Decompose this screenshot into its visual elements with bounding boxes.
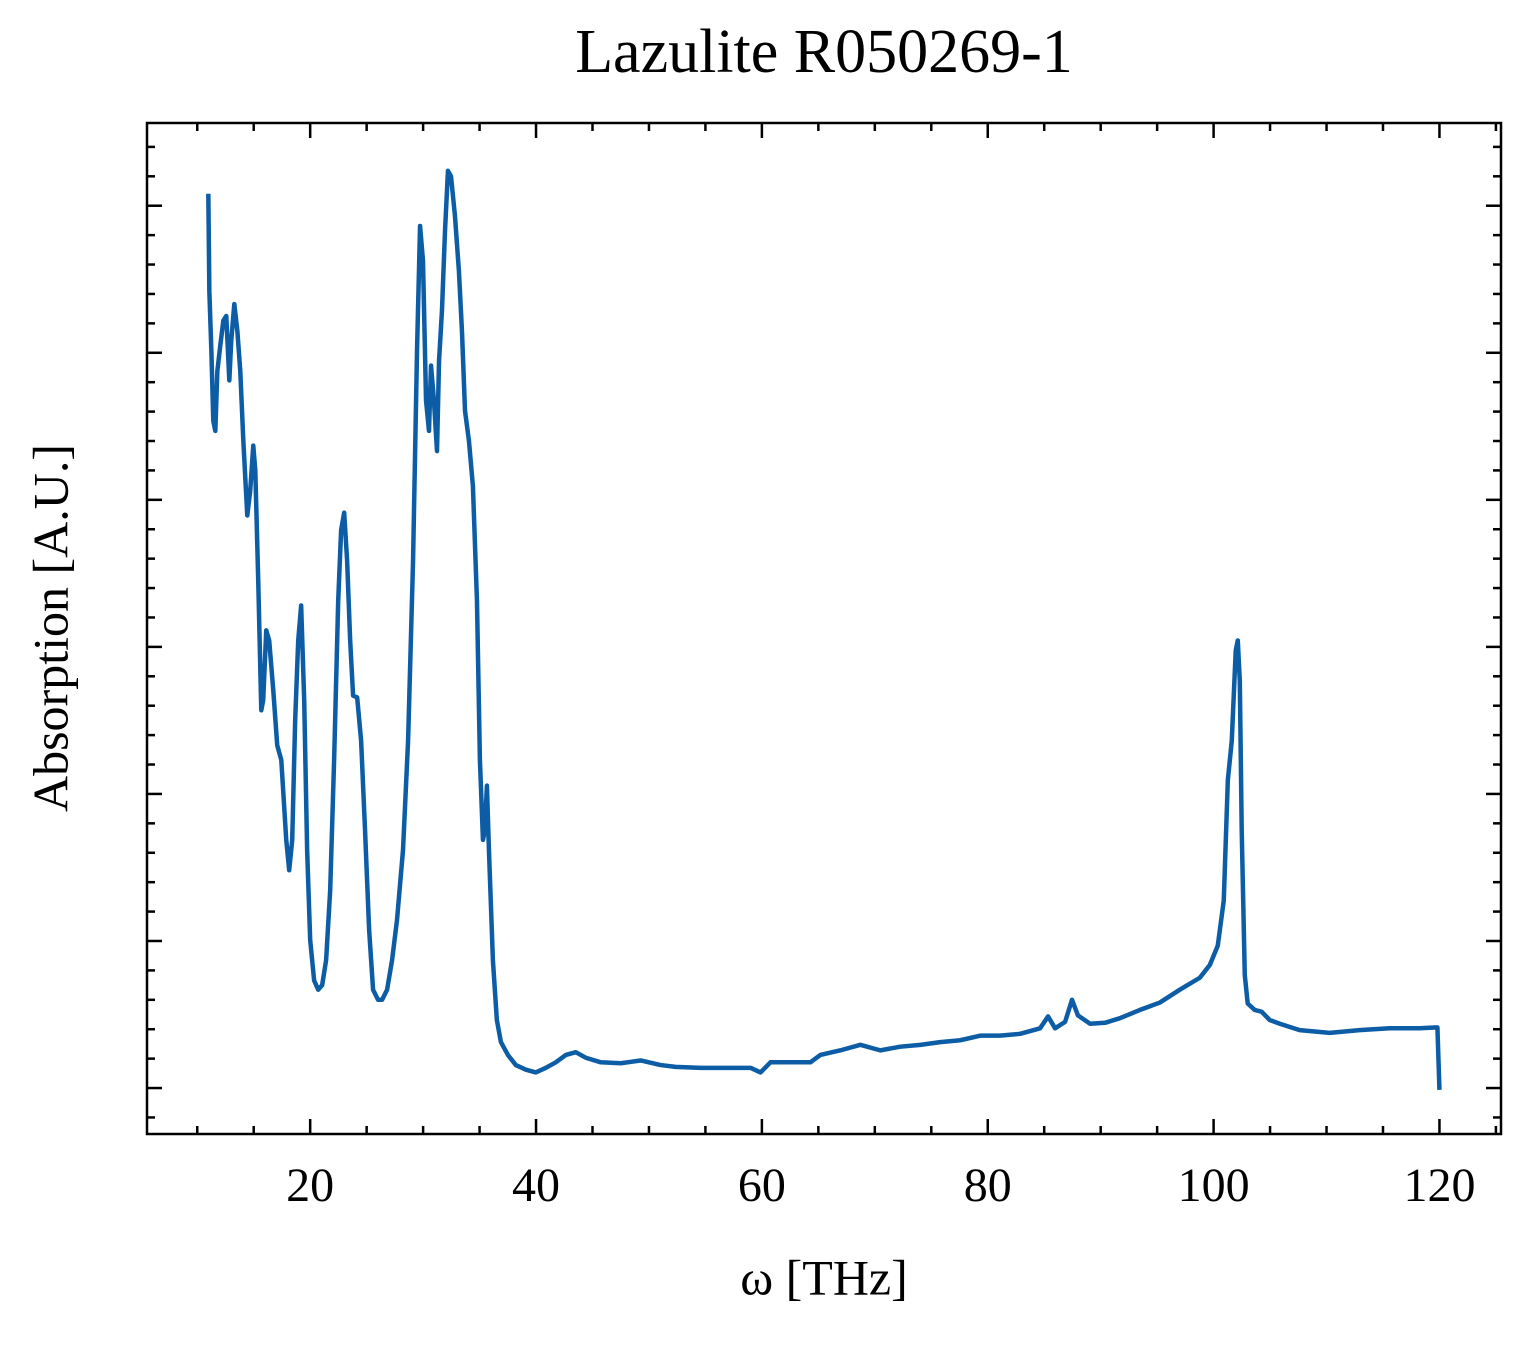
x-tick-label: 120 (1403, 1159, 1475, 1212)
plot-frame (145, 121, 1503, 1136)
x-tick-label: 60 (738, 1159, 786, 1212)
x-axis-label: ω [THz] (740, 1249, 908, 1305)
chart-title: Lazulite R050269-1 (575, 18, 1073, 86)
x-tick-label: 100 (1178, 1159, 1250, 1212)
y-axis-label: Absorption [A.U.] (22, 444, 78, 812)
data-line (206, 168, 1442, 1090)
x-tick-label: 80 (964, 1159, 1012, 1212)
x-tick-label: 20 (286, 1159, 334, 1212)
x-tick-label: 40 (512, 1159, 560, 1212)
